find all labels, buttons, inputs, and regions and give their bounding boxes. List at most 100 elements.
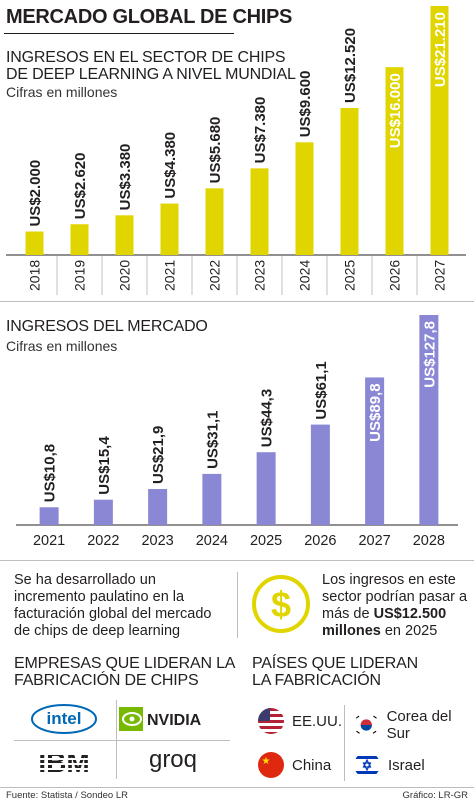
data-label: US$16.000 bbox=[387, 73, 404, 148]
x-tick-label: 2021 bbox=[162, 260, 178, 291]
svg-text:★: ★ bbox=[262, 756, 271, 767]
x-tick-label: 2026 bbox=[304, 533, 336, 549]
x-tick-label: 2027 bbox=[432, 260, 448, 291]
data-label: US$31,1 bbox=[204, 411, 221, 469]
info-left-text: Se ha desarrollado un incremento paulati… bbox=[14, 572, 212, 639]
countries-heading-line1: PAÍSES QUE LIDERAN bbox=[252, 655, 418, 672]
x-tick-label: 2025 bbox=[250, 533, 282, 549]
companies-heading-line2: FABRICACIÓN DE CHIPS bbox=[14, 672, 199, 689]
companies-heading: EMPRESAS QUE LIDERAN LA FABRICACIÓN DE C… bbox=[14, 655, 235, 689]
bar bbox=[310, 424, 330, 525]
data-label: US$2.000 bbox=[27, 160, 44, 227]
footer-credit: Gráfico: LR-GR bbox=[402, 790, 468, 801]
x-tick-label: 2023 bbox=[252, 260, 268, 291]
data-label: US$127,8 bbox=[421, 321, 438, 388]
country-israel: Israel bbox=[354, 752, 425, 778]
x-tick-label: 2028 bbox=[413, 533, 445, 549]
bar bbox=[430, 6, 449, 255]
chart1-title: INGRESOS EN EL SECTOR DE CHIPS DE DEEP L… bbox=[6, 49, 296, 83]
bar bbox=[256, 452, 276, 525]
x-tick-label: 2027 bbox=[358, 533, 390, 549]
israel-flag-icon bbox=[354, 752, 380, 778]
country-name: Corea del Sur bbox=[386, 708, 452, 742]
section-divider bbox=[0, 560, 474, 561]
svg-text:NVIDIA: NVIDIA bbox=[147, 712, 202, 729]
china-flag-icon: ★ bbox=[258, 752, 284, 778]
chart1-title-line2: DE DEEP LEARNING A NIVEL MUNDIAL bbox=[6, 66, 296, 83]
country-grid-vline bbox=[344, 705, 345, 781]
nvidia-logo-mark: NVIDIA bbox=[119, 707, 202, 731]
x-tick-label: 2019 bbox=[72, 260, 88, 291]
section-divider bbox=[0, 301, 474, 302]
bar bbox=[419, 315, 439, 525]
bar bbox=[385, 67, 404, 256]
bar bbox=[205, 188, 224, 255]
data-label: US$61,1 bbox=[313, 361, 330, 419]
svg-text:intel: intel bbox=[47, 709, 82, 728]
ibm-logo: IBM IBM bbox=[14, 744, 114, 780]
data-label: US$21,9 bbox=[150, 426, 167, 484]
chart2-plot: 2021 US$10,8 2022 US$15,4 2023 US$21,9 2024 US$… bbox=[16, 315, 458, 549]
south-korea-flag-icon bbox=[354, 712, 379, 738]
bar bbox=[340, 108, 359, 255]
chart1-title-line1: INGRESOS EN EL SECTOR DE CHIPS bbox=[6, 49, 286, 66]
info-right-text: Los ingresos en este sector podrían pasa… bbox=[322, 572, 472, 640]
x-tick-label: 2024 bbox=[196, 533, 228, 549]
data-label: US$15,4 bbox=[96, 436, 113, 495]
bar bbox=[39, 507, 59, 525]
bar bbox=[70, 224, 89, 255]
bar bbox=[295, 142, 314, 255]
svg-text:$: $ bbox=[271, 584, 291, 625]
x-tick-label: 2025 bbox=[342, 260, 358, 291]
dollar-coin-icon: $ bbox=[252, 575, 310, 633]
data-label: US$44,3 bbox=[259, 389, 276, 447]
data-label: US$5.680 bbox=[207, 117, 224, 184]
us-flag-icon bbox=[258, 708, 284, 734]
country-name: EE.UU. bbox=[292, 712, 343, 730]
country-south-korea: Corea del Sur bbox=[354, 708, 474, 742]
x-tick-label: 2023 bbox=[141, 533, 173, 549]
chart2-subtitle: Cifras en millones bbox=[6, 338, 118, 354]
title-underline bbox=[4, 33, 234, 34]
country-usa: EE.UU. bbox=[258, 708, 342, 734]
x-tick-label: 2021 bbox=[33, 533, 65, 549]
ibm-logo-mark: IBM IBM bbox=[29, 747, 99, 777]
bar bbox=[148, 489, 168, 525]
footer-source: Fuente: Statista / Sondeo LR bbox=[6, 790, 128, 801]
data-label: US$2.620 bbox=[72, 153, 89, 220]
page-title: MERCADO GLOBAL DE CHIPS bbox=[6, 6, 293, 28]
x-tick-label: 2024 bbox=[297, 260, 313, 291]
data-label: US$12.520 bbox=[342, 28, 359, 103]
country-china: ★ China bbox=[258, 752, 331, 778]
info-right-bold: US$12.500 millones bbox=[322, 606, 447, 639]
bar bbox=[202, 473, 222, 525]
x-tick-label: 2018 bbox=[27, 260, 43, 291]
data-label: US$3.380 bbox=[117, 144, 134, 211]
bar bbox=[93, 499, 113, 525]
bar bbox=[365, 377, 385, 525]
chart1-subtitle: Cifras en millones bbox=[6, 84, 118, 100]
countries-heading-line2: LA FABRICACIÓN bbox=[252, 672, 381, 689]
nvidia-logo: NVIDIA bbox=[118, 705, 228, 733]
x-tick-label: 2022 bbox=[87, 533, 119, 549]
data-label: US$9.600 bbox=[297, 71, 314, 138]
x-tick-label: 2022 bbox=[207, 260, 223, 291]
data-label: US$4.380 bbox=[162, 132, 179, 199]
bar bbox=[25, 231, 44, 255]
data-label: US$21.210 bbox=[432, 12, 449, 87]
bar bbox=[250, 168, 269, 255]
data-label: US$89,8 bbox=[367, 383, 384, 441]
logo-grid-vline bbox=[116, 700, 117, 779]
companies-heading-line1: EMPRESAS QUE LIDERAN LA bbox=[14, 655, 236, 672]
data-label: US$7.380 bbox=[252, 97, 269, 164]
groq-logo: groq bbox=[118, 744, 228, 780]
countries-heading: PAÍSES QUE LIDERAN LA FABRICACIÓN bbox=[252, 655, 418, 689]
country-name: Israel bbox=[388, 756, 425, 774]
footer-rule bbox=[0, 787, 474, 788]
info-right-text-1: Los ingresos en este sector podrían pasa… bbox=[322, 572, 468, 622]
country-name: China bbox=[292, 756, 332, 774]
x-tick-label: 2026 bbox=[387, 260, 403, 291]
svg-text:groq: groq bbox=[149, 747, 197, 773]
intel-logo-mark: intel bbox=[31, 704, 97, 734]
groq-logo-mark: groq bbox=[149, 747, 197, 773]
